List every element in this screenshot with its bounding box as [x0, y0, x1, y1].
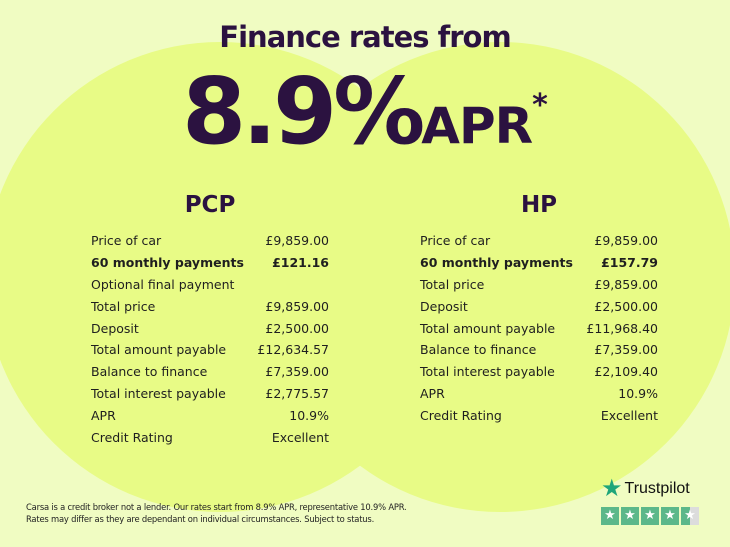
table-row: APR 10.9% [420, 383, 658, 405]
table-row: Credit Rating Excellent [91, 427, 329, 449]
trustpilot-logo: ★ Trustpilot [601, 474, 699, 503]
row-label: Total interest payable [420, 364, 555, 380]
disclaimer-line: Rates may differ as they are dependant o… [26, 514, 375, 524]
table-row: 60 monthly payments £157.79 [420, 252, 658, 274]
row-label: Total price [91, 298, 156, 314]
trustpilot-badge[interactable]: ★ Trustpilot ★ ★ ★ ★ ★ [601, 474, 699, 525]
row-value: Excellent [271, 430, 329, 446]
table-row: Deposit £2,500.00 [420, 296, 658, 318]
table-row: Price of car £9,859.00 [91, 230, 329, 252]
row-label: Price of car [420, 233, 491, 248]
star-icon: ★ [661, 507, 679, 525]
row-label: Credit Rating [420, 408, 502, 424]
row-label: Optional final payment [91, 276, 235, 292]
row-label: Price of car [91, 233, 162, 248]
table-row: Total interest payable £2,109.40 [420, 361, 658, 383]
row-label: APR [91, 408, 116, 424]
table-row: Balance to finance £7,359.00 [420, 339, 658, 361]
row-value: 10.9% [289, 408, 329, 424]
hp-table: HP Price of car £9,859.00 60 monthly payme… [420, 192, 658, 427]
row-label: 60 monthly payments [420, 254, 573, 270]
pcp-heading: PCP [184, 192, 236, 218]
row-value: £9,859.00 [265, 298, 329, 314]
row-label: Deposit [420, 298, 468, 314]
row-value: £7,359.00 [265, 364, 329, 380]
table-row: Total price £9,859.00 [91, 296, 329, 318]
row-value: £11,968.40 [586, 320, 658, 336]
headline: Finance rates from [219, 20, 511, 54]
pcp-table: PCP Price of car £9,859.00 60 monthly paym… [91, 192, 329, 449]
row-value: £121.16 [272, 254, 329, 270]
row-label: Total amount payable [91, 342, 227, 358]
row-label: Deposit [91, 320, 139, 336]
row-value: £9,859.00 [594, 233, 658, 248]
star-icon: ★ [621, 507, 639, 525]
row-label: Balance to finance [91, 364, 208, 380]
table-row: Optional final payment [91, 274, 329, 296]
row-label: Total price [420, 276, 485, 292]
decorative-circle-right [265, 42, 730, 512]
table-row: Deposit £2,500.00 [91, 318, 329, 340]
table-row: Total amount payable £11,968.40 [420, 318, 658, 340]
row-value: £7,359.00 [594, 342, 658, 358]
row-value: £2,775.57 [265, 386, 329, 402]
apr-label: APR [421, 97, 533, 155]
star-icon: ★ [601, 507, 619, 525]
row-value: Excellent [600, 408, 658, 424]
row-value: £12,634.57 [257, 342, 329, 358]
table-row: Price of car £9,859.00 [420, 230, 658, 252]
rate-display: 8.9%APR* [0, 58, 730, 165]
disclaimer: Carsa is a credit broker not a lender. O… [26, 501, 407, 525]
row-label: Total interest payable [91, 386, 226, 402]
star-icon: ★ [681, 507, 699, 525]
star-icon: ★ [641, 507, 659, 525]
row-value: £2,500.00 [594, 298, 658, 314]
row-value: £157.79 [601, 254, 658, 270]
table-row: Total amount payable £12,634.57 [91, 339, 329, 361]
trustpilot-rating: ★ ★ ★ ★ ★ [601, 507, 699, 525]
row-label: 60 monthly payments [91, 254, 244, 270]
row-label: Total amount payable [420, 320, 556, 336]
rate-value: 8.9% [182, 58, 425, 165]
table-row: APR 10.9% [91, 405, 329, 427]
row-label: Credit Rating [91, 430, 173, 446]
table-row: Total price £9,859.00 [420, 274, 658, 296]
table-row: Credit Rating Excellent [420, 405, 658, 427]
trustpilot-name: Trustpilot [624, 479, 690, 497]
row-value: £9,859.00 [594, 276, 658, 292]
row-value: £9,859.00 [265, 233, 329, 248]
row-label: APR [420, 386, 445, 402]
table-row: Total interest payable £2,775.57 [91, 383, 329, 405]
row-value: £2,500.00 [265, 320, 329, 336]
row-value: 10.9% [618, 386, 658, 402]
row-label: Balance to finance [420, 342, 537, 358]
row-value: £2,109.40 [594, 364, 658, 380]
star-icon: ★ [601, 475, 623, 502]
table-row: Balance to finance £7,359.00 [91, 361, 329, 383]
table-row: 60 monthly payments £121.16 [91, 252, 329, 274]
asterisk: * [532, 88, 548, 123]
hp-heading: HP [520, 192, 558, 218]
disclaimer-line: Carsa is a credit broker not a lender. O… [26, 502, 407, 512]
